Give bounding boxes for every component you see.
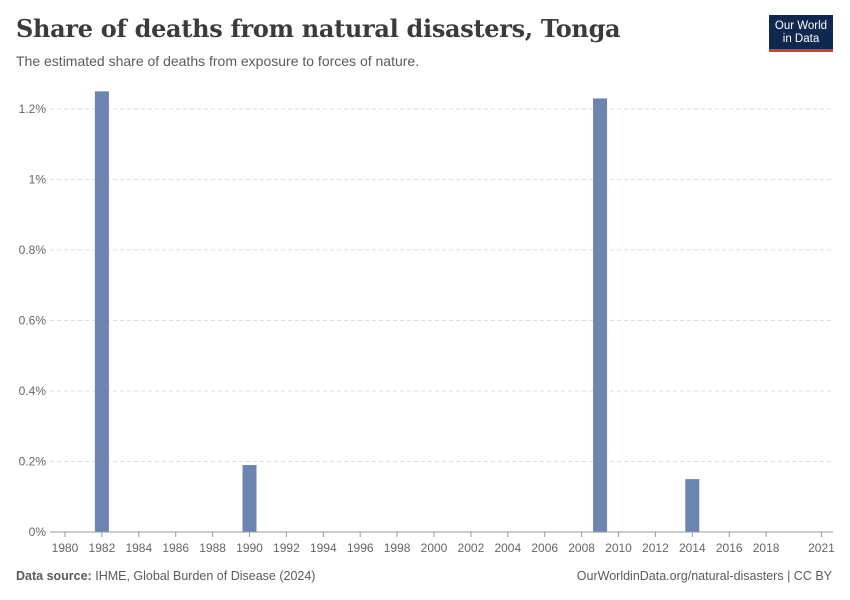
bars: [94, 91, 700, 533]
x-tick-label: 1996: [347, 541, 374, 555]
x-tick-label: 1998: [384, 541, 411, 555]
x-tick-label: 2021: [808, 541, 835, 555]
x-tick-label: 2006: [531, 541, 558, 555]
x-tick-label: 2010: [605, 541, 632, 555]
y-axis-tick-labels: 0% 0.2% 0.4% 0.6% 0.8% 1% 1.2%: [19, 102, 47, 539]
credit-link[interactable]: OurWorldinData.org/natural-disasters | C…: [576, 569, 832, 583]
logo-line-1: Our World: [774, 20, 828, 32]
x-tick-label: 1982: [89, 541, 116, 555]
y-tick-label: 0%: [29, 525, 47, 539]
grid-lines: [50, 108, 833, 462]
x-tick-label: 1992: [273, 541, 300, 555]
bar-1990[interactable]: [242, 465, 257, 532]
bar-2009[interactable]: [593, 98, 608, 533]
x-tick-label: 2018: [753, 541, 780, 555]
y-tick-label: 1%: [29, 173, 47, 187]
logo-line-2: in Data: [782, 33, 820, 45]
x-tick-label: 2012: [642, 541, 669, 555]
y-tick-label: 1.2%: [19, 102, 47, 116]
x-tick-label: 2014: [679, 541, 706, 555]
data-source-label: Data source:: [16, 569, 92, 583]
x-tick-label: 1988: [199, 541, 226, 555]
x-tick-label: 2002: [458, 541, 485, 555]
x-axis-tick-labels: 1980 1982 1984 1986 1988 1990 1992 1994 1996 1998…: [52, 532, 835, 555]
x-tick-label: 1986: [162, 541, 189, 555]
chart-subtitle: The estimated share of deaths from expos…: [16, 53, 420, 69]
x-tick-label: 2016: [716, 541, 743, 555]
x-tick-label: 2000: [421, 541, 448, 555]
x-tick-label: 2004: [494, 541, 521, 555]
x-tick-label: 2008: [568, 541, 595, 555]
y-tick-label: 0.4%: [19, 384, 47, 398]
y-tick-label: 0.2%: [19, 455, 47, 469]
data-source: Data source: IHME, Global Burden of Dise…: [16, 569, 315, 583]
chart-title: Share of deaths from natural disasters, …: [16, 14, 621, 43]
x-tick-label: 1980: [52, 541, 79, 555]
y-tick-label: 0.8%: [19, 243, 47, 257]
owid-logo[interactable]: Our World in Data: [769, 15, 833, 52]
data-source-text: IHME, Global Burden of Disease (2024): [95, 569, 316, 583]
bar-2014[interactable]: [685, 479, 700, 532]
bar-1982[interactable]: [94, 91, 109, 532]
x-tick-label: 1994: [310, 541, 337, 555]
y-tick-label: 0.6%: [19, 314, 47, 328]
x-tick-label: 1984: [125, 541, 152, 555]
x-tick-label: 1990: [236, 541, 263, 555]
